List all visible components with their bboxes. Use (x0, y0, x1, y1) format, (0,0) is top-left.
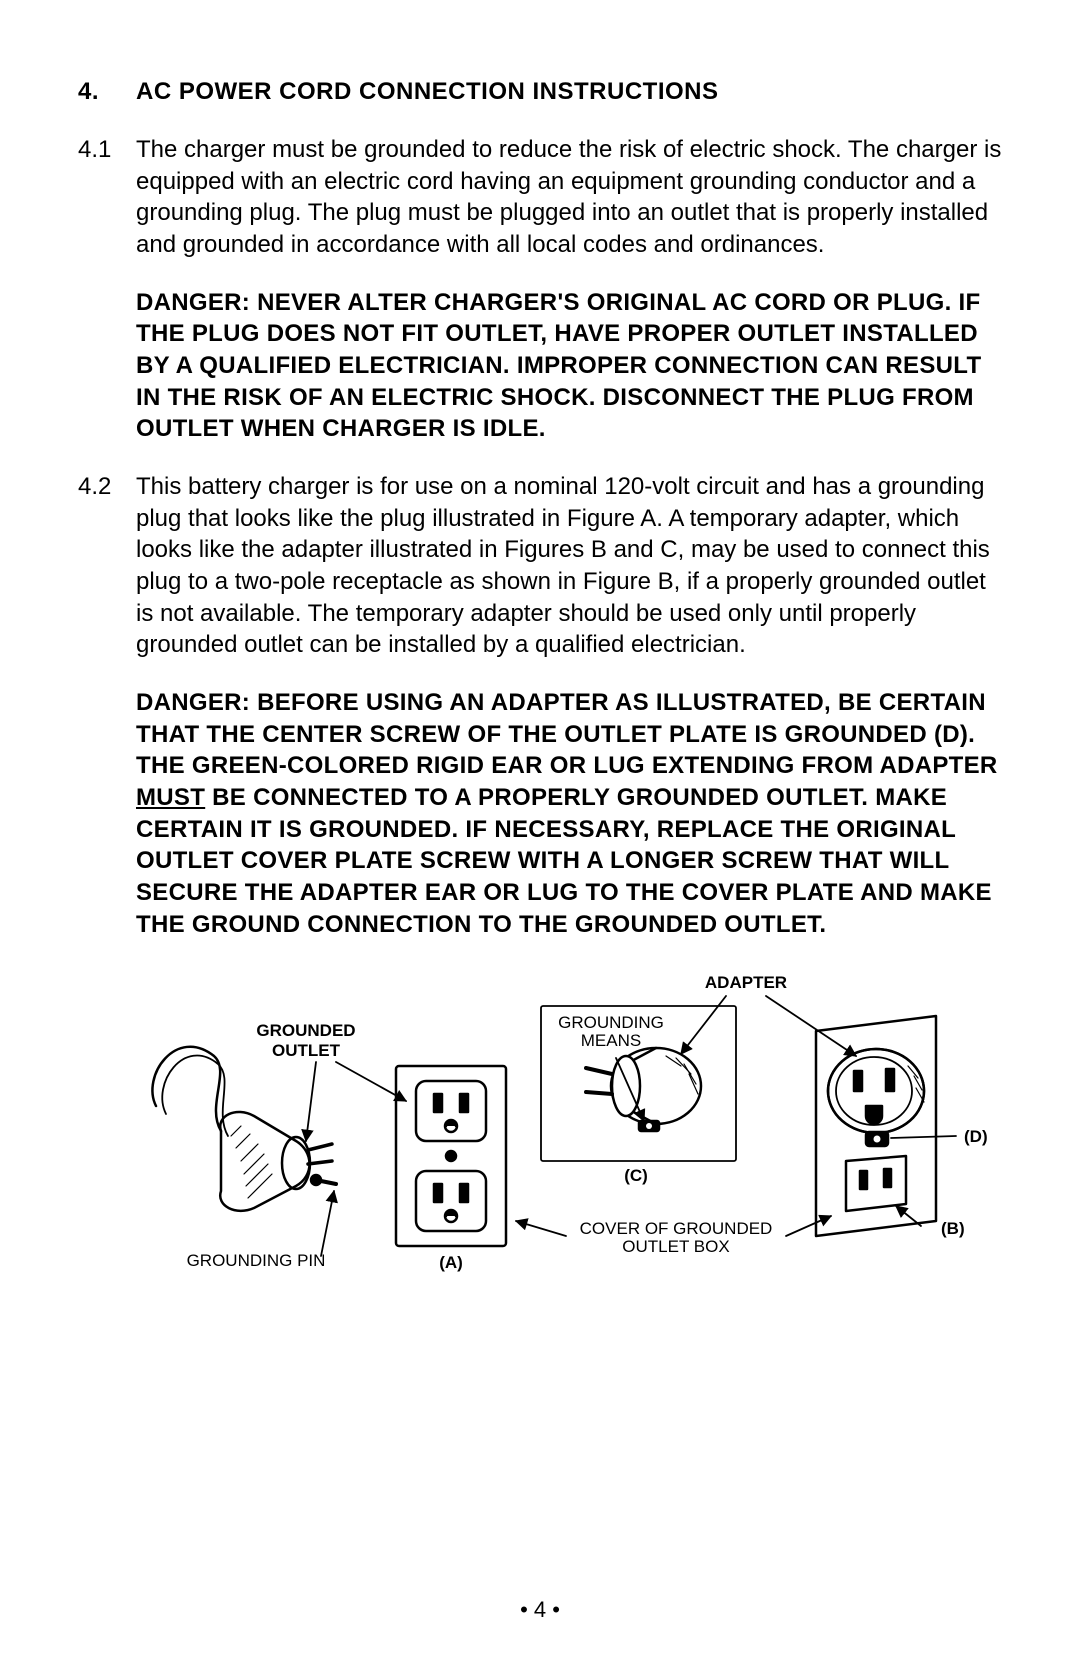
label-d: (D) (964, 1127, 988, 1146)
para-body: This battery charger is for use on a nom… (136, 471, 1002, 661)
grounding-diagram-svg: ADAPTER GROUNDED OUTLET GROUNDING MEANS … (136, 966, 1016, 1286)
label-b: (B) (941, 1219, 965, 1238)
label-cover-l1: COVER OF GROUNDED (580, 1219, 773, 1238)
para-number: 4.2 (78, 471, 136, 661)
label-c: (C) (624, 1166, 648, 1185)
label-grounding-means-l2: MEANS (581, 1031, 641, 1050)
label-cover-l2: OUTLET BOX (622, 1237, 729, 1256)
section-number: 4. (78, 78, 136, 106)
label-grounding-pin: GROUNDING PIN (187, 1251, 326, 1270)
label-grounded-outlet-l2: OUTLET (272, 1041, 341, 1060)
danger2-part-a: DANGER: BEFORE USING AN ADAPTER AS ILLUS… (136, 689, 998, 779)
danger-block-2: DANGER: BEFORE USING AN ADAPTER AS ILLUS… (136, 687, 1002, 940)
figure-grounding-diagram: ADAPTER GROUNDED OUTLET GROUNDING MEANS … (136, 966, 1002, 1286)
paragraph-4-2: 4.2 This battery charger is for use on a… (78, 471, 1002, 661)
label-grounded-outlet-l1: GROUNDED (256, 1021, 355, 1040)
label-a: (A) (439, 1253, 463, 1272)
section-heading: 4. AC POWER CORD CONNECTION INSTRUCTIONS (78, 78, 1002, 106)
paragraph-4-1: 4.1 The charger must be grounded to redu… (78, 134, 1002, 261)
danger2-part-b: BE CONNECTED TO A PROPERLY GROUNDED OUTL… (136, 784, 992, 938)
para-number: 4.1 (78, 134, 136, 261)
label-adapter: ADAPTER (705, 973, 787, 992)
danger2-must: MUST (136, 784, 205, 811)
danger-block-1: DANGER: NEVER ALTER CHARGER'S ORIGINAL A… (136, 287, 1002, 445)
label-grounding-means-l1: GROUNDING (558, 1013, 664, 1032)
section-title: AC POWER CORD CONNECTION INSTRUCTIONS (136, 78, 719, 106)
para-body: The charger must be grounded to reduce t… (136, 134, 1002, 261)
page-number: • 4 • (0, 1597, 1080, 1623)
